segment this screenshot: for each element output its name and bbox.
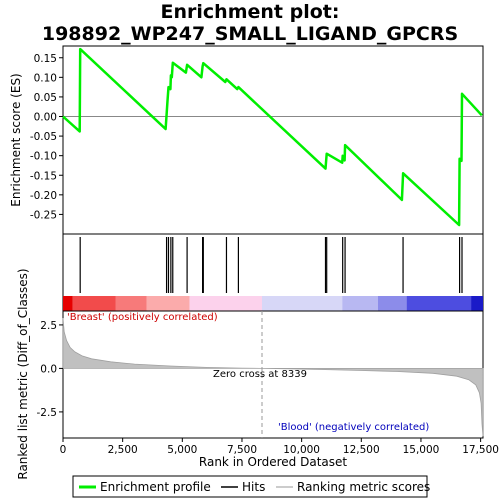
metric-panel: 2.5 0.0 -2.5 'Breast' (positively correlate… bbox=[16, 268, 499, 479]
metric-y-tick-label: -2.5 bbox=[37, 407, 58, 419]
legend-hits-label: Hits bbox=[242, 480, 265, 494]
x-tick-label: 5,000 bbox=[167, 444, 197, 456]
es-y-axis-label: Enrichment score (ES) bbox=[9, 73, 23, 206]
es-y-tick-label: 0.15 bbox=[34, 53, 57, 65]
chart-title-line2: 198892_WP247_SMALL_LIGAND_GPCRS bbox=[42, 23, 458, 45]
metric-plot-frame bbox=[62, 310, 484, 439]
metric-y-axis-label: Ranked list metric (Diff_of_Classes) bbox=[16, 268, 30, 479]
legend-metric-label: Ranking metric scores bbox=[297, 480, 430, 494]
es-y-tick-label: -0.15 bbox=[30, 170, 57, 182]
es-panel: 0.15 0.10 0.05 0.00 -0.05 -0.10 -0.15 -0.20 -0.2… bbox=[9, 45, 484, 235]
positive-class-label: 'Breast' (positively correlated) bbox=[67, 312, 218, 323]
x-tick-label: 0 bbox=[60, 444, 67, 456]
rank-color-segment bbox=[146, 296, 190, 311]
es-y-tick-label: -0.20 bbox=[30, 190, 57, 202]
rank-color-segment bbox=[115, 296, 147, 311]
es-y-tick-label: 0.00 bbox=[34, 112, 57, 124]
chart-title-line1: Enrichment plot: bbox=[161, 1, 340, 23]
es-y-tick-label: -0.25 bbox=[30, 209, 57, 221]
ranking-metric-area bbox=[62, 317, 484, 437]
x-tick-label: 2,500 bbox=[108, 444, 138, 456]
rank-color-segment bbox=[189, 296, 262, 311]
x-tick-label: 15,000 bbox=[403, 444, 440, 456]
x-axis-label: Rank in Ordered Dataset bbox=[199, 455, 347, 469]
rank-color-segment bbox=[378, 296, 407, 311]
es-y-tick-label: -0.05 bbox=[30, 131, 57, 143]
rank-color-segment bbox=[63, 296, 73, 311]
rank-color-segment bbox=[342, 296, 378, 311]
rank-color-segment bbox=[72, 296, 116, 311]
legend: Enrichment profile Hits Ranking metric sco… bbox=[72, 475, 430, 498]
negative-class-label: 'Blood' (negatively correlated) bbox=[278, 422, 429, 433]
enrichment-profile-line bbox=[62, 47, 483, 227]
x-tick-label: 17,500 bbox=[462, 444, 499, 456]
x-tick-label: 7,500 bbox=[227, 444, 257, 456]
metric-y-tick-label: 2.5 bbox=[40, 320, 57, 332]
metric-y-tick-label: 0.0 bbox=[40, 363, 57, 375]
es-plot-frame bbox=[62, 45, 484, 235]
es-y-tick-label: -0.10 bbox=[30, 151, 57, 163]
es-y-tick-label: 0.05 bbox=[34, 92, 57, 104]
legend-enrichment-label: Enrichment profile bbox=[100, 480, 211, 494]
zero-cross-label: Zero cross at 8339 bbox=[213, 369, 307, 380]
x-tick-label: 10,000 bbox=[283, 444, 320, 456]
rank-color-segment bbox=[471, 296, 483, 311]
es-y-tick-label: 0.10 bbox=[34, 72, 57, 84]
rank-color-segment bbox=[261, 296, 343, 311]
legend-box bbox=[72, 475, 428, 498]
hits-panel bbox=[62, 233, 484, 312]
rank-color-segment bbox=[406, 296, 472, 311]
x-tick-label: 12,500 bbox=[343, 444, 380, 456]
